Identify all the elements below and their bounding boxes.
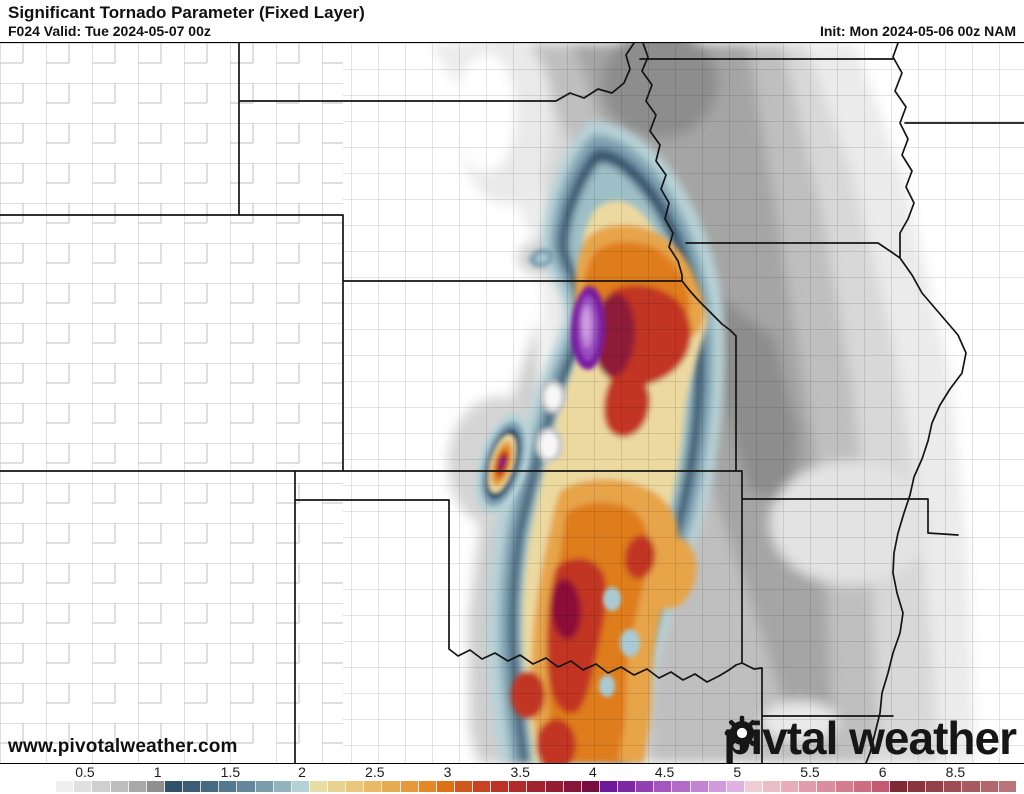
gear-icon	[724, 715, 760, 751]
state-borders	[0, 43, 1024, 763]
colorbar-segment	[998, 781, 1016, 792]
colorbar-tick: 0.5	[75, 764, 95, 780]
colorbar-segment	[763, 781, 782, 792]
colorbar-segment	[690, 781, 709, 792]
colorbar-tick: 4	[588, 764, 597, 780]
colorbar-segment	[708, 781, 727, 792]
colorbar-tick: 1	[153, 764, 162, 780]
weather-map: www.pivotalweather.com piv tal weather	[0, 42, 1024, 764]
colorbar-segment	[926, 781, 945, 792]
colorbar-segment	[436, 781, 455, 792]
colorbar-segment	[908, 781, 927, 792]
colorbar-segment	[871, 781, 890, 792]
colorbar-segment	[183, 781, 202, 792]
colorbar-tick: 8.5	[945, 764, 966, 780]
colorbar-segment	[201, 781, 220, 792]
colorbar-segment	[636, 781, 655, 792]
colorbar-segment	[110, 781, 129, 792]
valid-time-label: F024 Valid: Tue 2024-05-07 00z	[8, 23, 211, 39]
colorbar-tick: 5.5	[800, 764, 820, 780]
colorbar-segment	[853, 781, 872, 792]
colorbar-segment	[527, 781, 546, 792]
colorbar-segment	[618, 781, 637, 792]
colorbar-segment	[400, 781, 419, 792]
colorbar-segment	[291, 781, 310, 792]
colorbar-segment	[672, 781, 691, 792]
colorbar-segment	[799, 781, 818, 792]
colorbar-wrap	[0, 781, 1024, 794]
colorbar-segment	[382, 781, 401, 792]
colorbar-segment	[835, 781, 854, 792]
colorbar-segment	[364, 781, 383, 792]
header: Significant Tornado Parameter (Fixed Lay…	[0, 0, 1024, 42]
colorbar-segment	[889, 781, 908, 792]
colorbar-segment	[255, 781, 274, 792]
colorbar-segment	[237, 781, 256, 792]
logo-text-post: tal weather	[786, 712, 1017, 764]
colorbar-segment	[56, 781, 75, 792]
colorbar-segment	[781, 781, 800, 792]
county-grid	[0, 43, 1024, 763]
colorbar	[38, 781, 1016, 792]
colorbar-segment	[581, 781, 600, 792]
colorbar-tick: 4.5	[654, 764, 675, 780]
colorbar-segment	[599, 781, 618, 792]
colorbar-segment	[509, 781, 528, 792]
colorbar-tick: 2	[298, 764, 306, 780]
colorbar-segment	[38, 781, 57, 792]
colorbar-segment	[744, 781, 763, 792]
page-title: Significant Tornado Parameter (Fixed Lay…	[8, 3, 365, 22]
colorbar-segment	[273, 781, 292, 792]
colorbar-tick: 1.5	[220, 764, 241, 780]
colorbar-tick-labels: 0.5 1 1.5 2 2.5 3 3.5 4 4.5 5 5.5 6 8.5	[0, 764, 1024, 781]
colorbar-segment	[545, 781, 564, 792]
watermark-url: www.pivotalweather.com	[8, 736, 238, 757]
colorbar-segment	[726, 781, 745, 792]
colorbar-segment	[92, 781, 111, 792]
colorbar-tick: 6	[878, 764, 887, 780]
colorbar-segment	[454, 781, 473, 792]
colorbar-tick: 2.5	[365, 764, 385, 780]
pivotal-weather-logo: piv tal weather	[723, 712, 1017, 764]
colorbar-segment	[654, 781, 673, 792]
colorbar-segment	[74, 781, 93, 792]
colorbar-segment	[418, 781, 437, 792]
colorbar-tick: 5	[733, 764, 742, 780]
colorbar-segment	[473, 781, 492, 792]
colorbar-segment	[346, 781, 365, 792]
colorbar-segment	[980, 781, 999, 792]
colorbar-tick: 3.5	[510, 764, 530, 780]
colorbar-segment	[309, 781, 328, 792]
colorbar-segment	[146, 781, 165, 792]
colorbar-segment	[491, 781, 510, 792]
colorbar-segment	[328, 781, 347, 792]
colorbar-segment	[563, 781, 582, 792]
colorbar-segment	[128, 781, 147, 792]
colorbar-segment	[944, 781, 963, 792]
map-canvas	[0, 43, 1024, 763]
header-subrow: F024 Valid: Tue 2024-05-07 00z Init: Mon…	[8, 23, 1016, 39]
colorbar-segment	[817, 781, 836, 792]
colorbar-segment	[219, 781, 238, 792]
colorbar-segment	[164, 781, 183, 792]
init-time-label: Init: Mon 2024-05-06 00z NAM	[819, 23, 1016, 39]
colorbar-tick: 3	[443, 764, 452, 780]
colorbar-segment	[962, 781, 981, 792]
